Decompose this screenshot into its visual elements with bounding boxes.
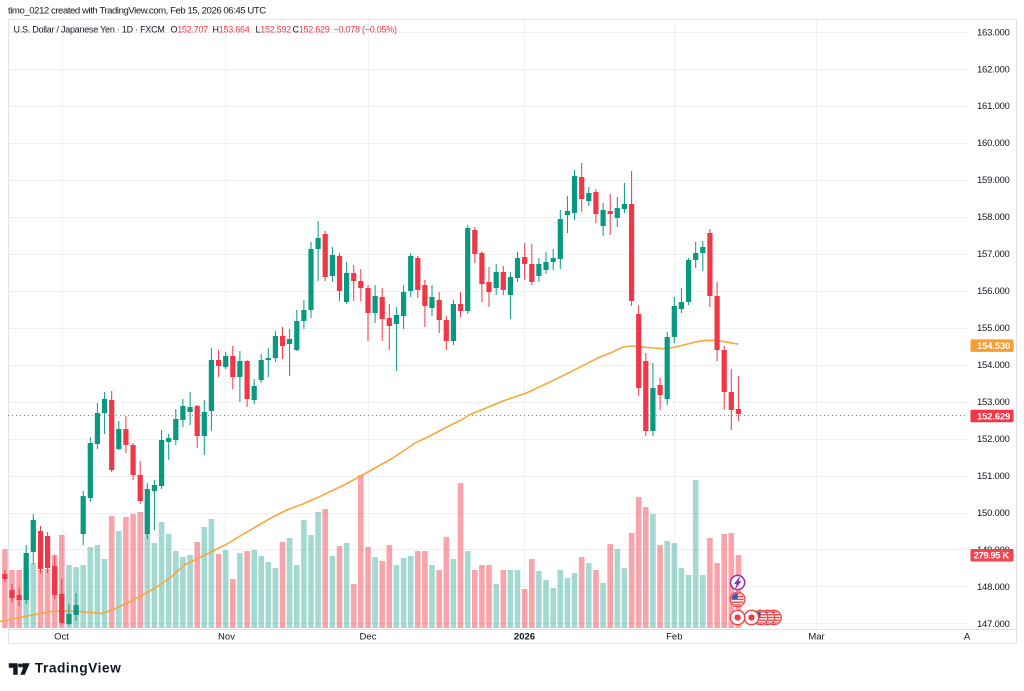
svg-text:157.000: 157.000 bbox=[977, 249, 1010, 260]
svg-text:Feb: Feb bbox=[666, 631, 682, 642]
svg-text:158.000: 158.000 bbox=[977, 212, 1010, 223]
svg-text:152.000: 152.000 bbox=[977, 434, 1010, 445]
svg-text:279.95 K: 279.95 K bbox=[974, 551, 1010, 562]
svg-text:A: A bbox=[964, 631, 971, 642]
svg-text:155.000: 155.000 bbox=[977, 323, 1010, 334]
svg-text:160.000: 160.000 bbox=[977, 138, 1010, 149]
svg-text:U.S. Dollar / Japanese Yen · 1: U.S. Dollar / Japanese Yen · 1D · FXCM O1… bbox=[14, 25, 398, 35]
svg-text:163.000: 163.000 bbox=[977, 27, 1010, 38]
svg-text:Nov: Nov bbox=[218, 631, 235, 642]
svg-text:TradingView: TradingView bbox=[35, 661, 122, 676]
svg-text:156.000: 156.000 bbox=[977, 286, 1010, 297]
svg-text:153.000: 153.000 bbox=[977, 397, 1010, 408]
svg-text:151.000: 151.000 bbox=[977, 471, 1010, 482]
svg-text:Dec: Dec bbox=[360, 631, 377, 642]
svg-text:154.000: 154.000 bbox=[977, 360, 1010, 371]
svg-text:2026: 2026 bbox=[514, 631, 535, 642]
svg-text:159.000: 159.000 bbox=[977, 175, 1010, 186]
svg-text:timo_0212 created with Trading: timo_0212 created with TradingView.com, … bbox=[8, 6, 266, 17]
svg-text:161.000: 161.000 bbox=[977, 101, 1010, 112]
svg-text:152.629: 152.629 bbox=[977, 411, 1010, 422]
svg-text:148.000: 148.000 bbox=[977, 582, 1010, 593]
svg-text:Mar: Mar bbox=[808, 631, 824, 642]
svg-text:150.000: 150.000 bbox=[977, 508, 1010, 519]
svg-text:162.000: 162.000 bbox=[977, 64, 1010, 75]
svg-text:Oct: Oct bbox=[54, 631, 69, 642]
svg-text:147.000: 147.000 bbox=[977, 619, 1010, 630]
svg-text:154.530: 154.530 bbox=[977, 341, 1010, 352]
